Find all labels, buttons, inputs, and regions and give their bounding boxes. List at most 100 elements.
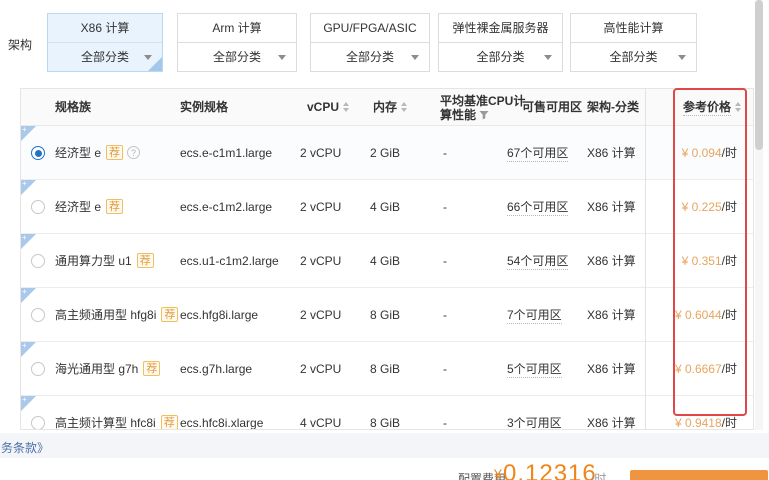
chevron-down-icon	[544, 55, 552, 60]
bare-metal-category-dropdown[interactable]: 全部分类	[439, 43, 562, 71]
x86-category-dropdown[interactable]: 全部分类	[48, 43, 162, 71]
perf-cell: -	[443, 308, 447, 322]
new-corner-badge-icon: +	[21, 180, 36, 195]
vcpu-cell: 2 vCPU	[300, 200, 342, 214]
tab-gpu-fpga-asic[interactable]: GPU/FPGA/ASIC 全部分类	[310, 13, 430, 72]
tab-gpu-fpga-asic-label[interactable]: GPU/FPGA/ASIC	[311, 14, 429, 43]
table-row[interactable]: + 海光通用型 g7h 荐 ecs.g7h.large 2 vCPU 8 GiB …	[21, 342, 753, 396]
x86-category-value: 全部分类	[80, 50, 129, 64]
row-radio[interactable]	[31, 362, 45, 376]
perf-cell: -	[443, 146, 447, 160]
perf-cell: -	[443, 362, 447, 376]
col-header-price: 参考价格	[682, 89, 741, 126]
instance-table: 规格族 实例规格 vCPU 内存 平均基准CPU计算性能 可售可用区 架构-分类…	[20, 88, 754, 430]
recommend-badge: 荐	[160, 415, 178, 429]
tab-x86-compute-label[interactable]: X86 计算	[48, 14, 162, 43]
bare-metal-category-value: 全部分类	[476, 50, 525, 64]
arch-cell: X86 计算	[587, 254, 636, 268]
currency-symbol: ¥	[494, 466, 502, 480]
col-header-zones: 可售可用区	[522, 100, 583, 114]
col-header-spec: 实例规格	[180, 100, 229, 114]
spec-cell: ecs.hfg8i.large	[180, 308, 259, 322]
zones-cell: 5个可用区	[507, 362, 562, 378]
gpu-category-dropdown[interactable]: 全部分类	[311, 43, 429, 71]
recommend-badge: 荐	[143, 361, 161, 376]
row-radio[interactable]	[31, 200, 45, 214]
row-radio[interactable]	[31, 308, 45, 322]
recommend-badge: 荐	[106, 145, 124, 160]
memory-cell: 4 GiB	[370, 254, 401, 268]
new-corner-badge-icon: +	[21, 396, 36, 411]
total-price-value: 0.12316	[503, 460, 597, 480]
row-radio[interactable]	[31, 416, 45, 429]
tab-bare-metal-label[interactable]: 弹性裸金属服务器	[439, 14, 562, 43]
price-bar: 配置费用 ¥ 0.12316 /时	[0, 458, 769, 480]
zones-cell: 7个可用区	[507, 308, 562, 324]
new-corner-badge-icon: +	[21, 126, 36, 141]
arm-category-value: 全部分类	[212, 50, 261, 64]
sort-vcpu-icon[interactable]	[343, 102, 350, 112]
col-header-memory: 内存	[373, 89, 408, 126]
tab-arm-compute[interactable]: Arm 计算 全部分类	[177, 13, 297, 72]
vcpu-cell: 2 vCPU	[300, 362, 342, 376]
family-cell: 通用算力型 u1 荐	[55, 234, 154, 288]
family-cell: 高主频通用型 hfg8i 荐	[55, 288, 179, 342]
zones-cell: 54个可用区	[507, 254, 569, 270]
hpc-category-dropdown[interactable]: 全部分类	[571, 43, 696, 71]
arch-cell: X86 计算	[587, 416, 636, 430]
chevron-down-icon	[678, 55, 686, 60]
memory-cell: 2 GiB	[370, 146, 401, 160]
new-corner-badge-icon: +	[21, 234, 36, 249]
sort-price-icon[interactable]	[735, 102, 741, 112]
arch-cell: X86 计算	[587, 200, 636, 214]
vcpu-cell: 2 vCPU	[300, 308, 342, 322]
help-icon[interactable]: ?	[127, 146, 141, 159]
arch-cell: X86 计算	[587, 308, 636, 322]
tab-x86-compute[interactable]: X86 计算 全部分类	[47, 13, 163, 72]
spec-cell: ecs.e-c1m2.large	[180, 200, 273, 214]
arch-cell: X86 计算	[587, 362, 636, 376]
price-cell: ¥ 0.225/时	[681, 200, 737, 214]
zones-cell: 3个可用区	[507, 416, 562, 430]
memory-cell: 8 GiB	[370, 416, 401, 430]
family-cell: 海光通用型 g7h 荐	[55, 342, 161, 396]
col-header-cpu-performance: 平均基准CPU计算性能	[440, 94, 526, 122]
memory-cell: 8 GiB	[370, 362, 401, 376]
table-row[interactable]: + 高主频计算型 hfc8i 荐 ecs.hfc8i.xlarge 4 vCPU …	[21, 396, 753, 430]
row-radio[interactable]	[31, 254, 45, 268]
table-row[interactable]: + 高主频通用型 hfg8i 荐 ecs.hfg8i.large 2 vCPU 8…	[21, 288, 753, 342]
chevron-down-icon	[411, 55, 419, 60]
sort-memory-icon[interactable]	[401, 102, 408, 112]
col-header-vcpu: vCPU	[307, 89, 350, 126]
table-row[interactable]: + 经济型 e 荐? ecs.e-c1m1.large 2 vCPU 2 GiB …	[21, 126, 753, 180]
family-cell: 经济型 e 荐?	[55, 126, 141, 180]
perf-cell: -	[443, 200, 447, 214]
config-cost-label: 配置费用	[458, 472, 507, 480]
scrollbar-track[interactable]	[755, 0, 763, 430]
fixed-column-divider	[645, 88, 646, 430]
arm-category-dropdown[interactable]: 全部分类	[178, 43, 296, 71]
price-cell: ¥ 0.6667/时	[674, 362, 737, 376]
architecture-label: 架构	[8, 38, 33, 52]
tab-hpc-label[interactable]: 高性能计算	[571, 14, 696, 43]
tab-hpc[interactable]: 高性能计算 全部分类	[570, 13, 697, 72]
family-cell: 高主频计算型 hfc8i 荐	[55, 396, 178, 429]
scrollbar-thumb[interactable]	[755, 0, 763, 150]
row-radio-selected[interactable]	[31, 146, 45, 160]
price-cell: ¥ 0.351/时	[681, 254, 737, 268]
recommend-badge: 荐	[161, 307, 179, 322]
table-header: 规格族 实例规格 vCPU 内存 平均基准CPU计算性能 可售可用区 架构-分类…	[21, 89, 753, 126]
tab-bare-metal[interactable]: 弹性裸金属服务器 全部分类	[438, 13, 563, 72]
chevron-down-icon	[278, 55, 286, 60]
spec-cell: ecs.e-c1m1.large	[180, 146, 273, 160]
filter-icon[interactable]	[479, 110, 489, 120]
arch-cell: X86 计算	[587, 146, 636, 160]
buy-button[interactable]	[630, 470, 768, 480]
tab-arm-compute-label[interactable]: Arm 计算	[178, 14, 296, 43]
vcpu-cell: 4 vCPU	[300, 416, 342, 430]
service-terms-link[interactable]: 务条款》	[1, 441, 50, 455]
table-row[interactable]: + 通用算力型 u1 荐 ecs.u1-c1m2.large 2 vCPU 4 G…	[21, 234, 753, 288]
memory-cell: 8 GiB	[370, 308, 401, 322]
